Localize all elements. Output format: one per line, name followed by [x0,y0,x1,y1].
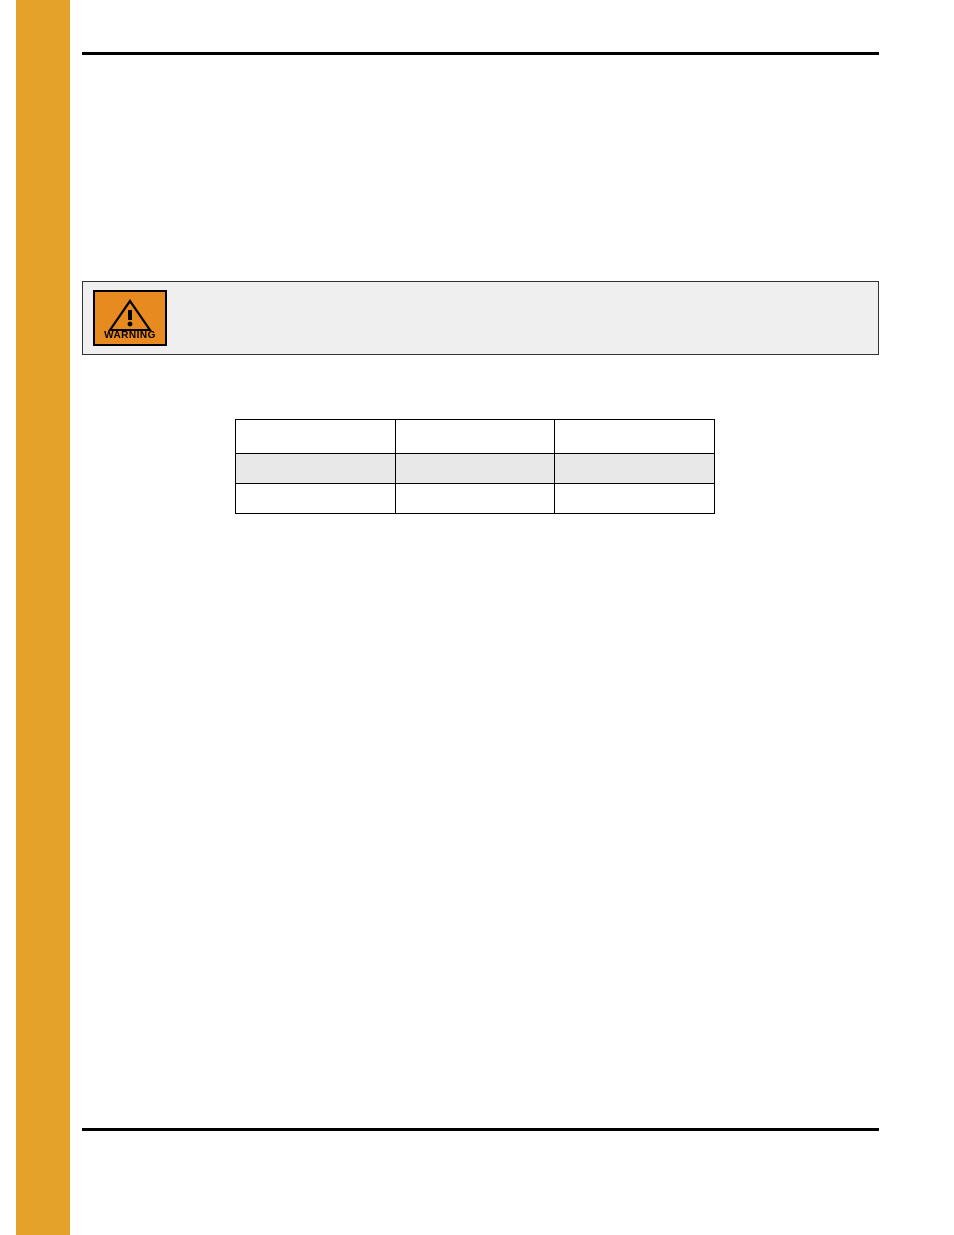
warning-label: WARNING [104,330,156,341]
table-cell [555,454,715,484]
table-cell [395,484,555,514]
top-rule [82,52,879,55]
table-header-cell [236,420,396,454]
table-row [236,454,715,484]
table-cell [236,484,396,514]
table-cell [555,484,715,514]
bottom-rule [82,1128,879,1131]
data-table [235,419,715,514]
left-accent-bar [16,0,70,1235]
page: WARNING [0,0,954,1235]
table-header-cell [395,420,555,454]
table-row [236,484,715,514]
warning-callout: WARNING [82,281,879,355]
table-cell [395,454,555,484]
warning-badge: WARNING [93,290,167,346]
table-header-cell [555,420,715,454]
table-cell [236,454,396,484]
warning-text [179,290,868,342]
table-header-row [236,420,715,454]
warning-triangle-icon [107,298,153,332]
